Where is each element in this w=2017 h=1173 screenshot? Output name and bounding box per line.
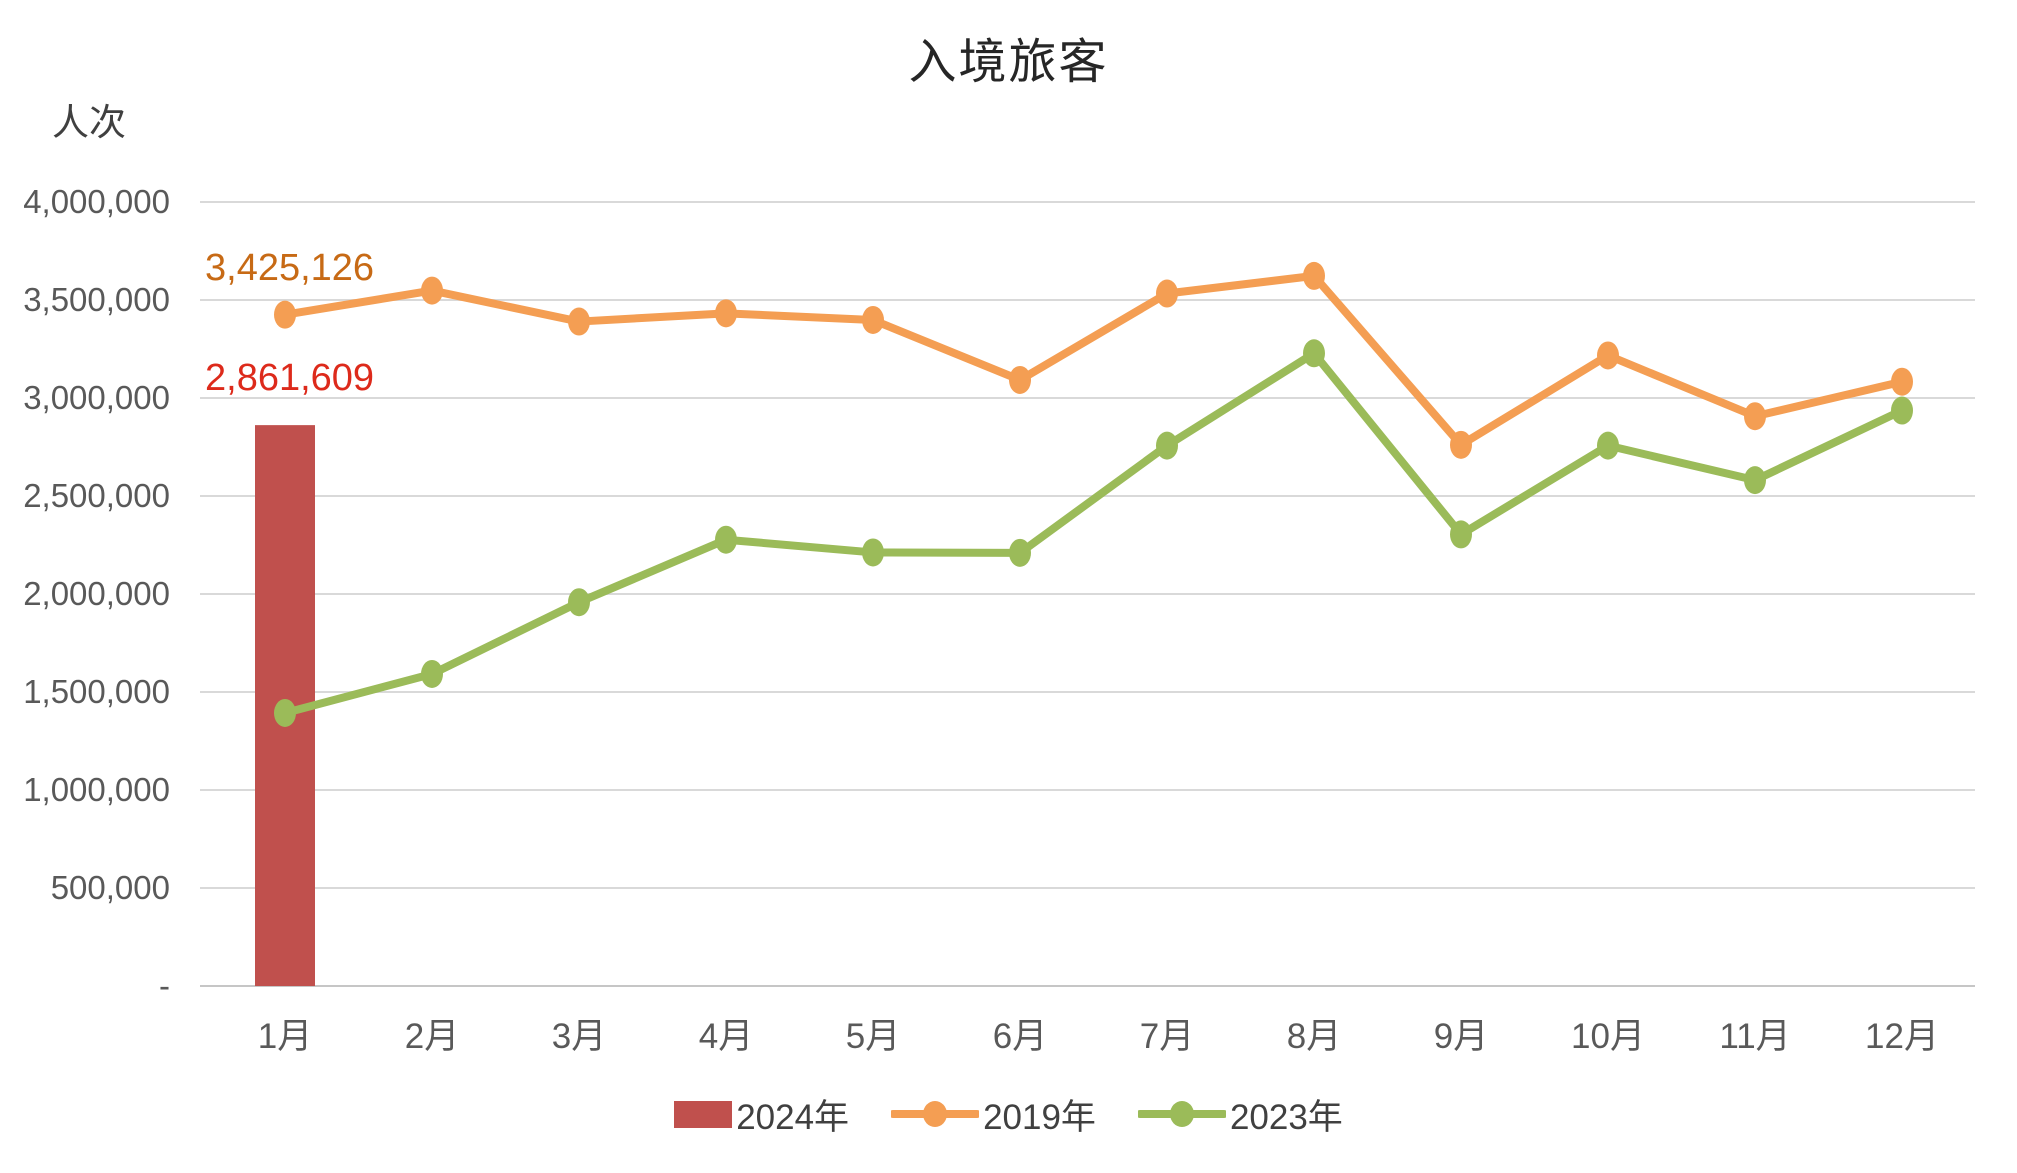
x-tick-label: 12月 bbox=[1865, 1017, 1939, 1056]
x-tick-label: 10月 bbox=[1571, 1017, 1645, 1056]
x-tick-label: 3月 bbox=[551, 1017, 607, 1056]
data-label-2024年: 2,861,609 bbox=[205, 357, 375, 400]
series-line-2023年 bbox=[281, 349, 1906, 717]
legend-label: 2019年 bbox=[983, 1097, 1096, 1137]
marker-2023年 bbox=[568, 588, 590, 617]
marker-2019年 bbox=[1303, 261, 1325, 290]
x-tick-label: 9月 bbox=[1433, 1017, 1489, 1056]
marker-2019年 bbox=[1744, 402, 1766, 431]
y-tick-label: 2,500,000 bbox=[23, 477, 170, 514]
marker-2019年 bbox=[1009, 365, 1031, 394]
y-axis-unit-label: 人次 bbox=[52, 102, 126, 143]
marker-2023年 bbox=[1450, 520, 1472, 549]
legend-item-2024年: 2024年 bbox=[674, 1089, 849, 1140]
chart-title: 入境旅客 bbox=[908, 36, 1109, 89]
y-tick-label: 500,000 bbox=[50, 869, 170, 906]
marker-2019年 bbox=[274, 300, 296, 329]
data-label-2019年: 3,425,126 bbox=[205, 246, 375, 289]
y-tick-label: 4,000,000 bbox=[23, 183, 170, 220]
marker-2019年 bbox=[1450, 430, 1472, 459]
y-tick-label: 1,500,000 bbox=[23, 673, 170, 710]
marker-2023年 bbox=[1597, 431, 1619, 460]
legend: 2024年 2019年 2023年 bbox=[0, 1086, 2017, 1142]
marker-2023年 bbox=[1744, 466, 1766, 495]
legend-label: 2023年 bbox=[1229, 1097, 1343, 1137]
marker-2019年 bbox=[1597, 341, 1619, 370]
legend-item-2019年: 2019年 bbox=[891, 1089, 1096, 1140]
y-tick-label: 2,000,000 bbox=[23, 575, 170, 612]
legend-item-2023年: 2023年 bbox=[1137, 1089, 1343, 1140]
marker-2023年 bbox=[274, 698, 296, 727]
marker-2019年 bbox=[1891, 367, 1913, 396]
legend-line-swatch-icon bbox=[1137, 1101, 1226, 1127]
y-tick-label: - bbox=[159, 967, 170, 1004]
x-tick-label: 4月 bbox=[698, 1017, 754, 1056]
x-tick-label: 11月 bbox=[1719, 1017, 1791, 1056]
x-tick-label: 8月 bbox=[1286, 1017, 1342, 1056]
x-tick-label: 1月 bbox=[257, 1017, 313, 1056]
marker-2023年 bbox=[421, 659, 443, 688]
series-line-2019年 bbox=[281, 271, 1906, 449]
x-tick-label: 2月 bbox=[404, 1017, 460, 1056]
marker-2019年 bbox=[862, 305, 884, 334]
marker-2023年 bbox=[715, 525, 737, 554]
legend-label: 2024年 bbox=[736, 1097, 850, 1137]
y-tick-label: 3,500,000 bbox=[23, 281, 170, 318]
legend-line-swatch-icon bbox=[891, 1101, 980, 1127]
x-tick-label: 7月 bbox=[1139, 1017, 1195, 1056]
marker-2023年 bbox=[1303, 339, 1325, 368]
y-tick-label: 1,000,000 bbox=[23, 771, 170, 808]
marker-2019年 bbox=[1156, 279, 1178, 308]
marker-2019年 bbox=[715, 299, 737, 328]
marker-2023年 bbox=[1009, 538, 1031, 567]
marker-2019年 bbox=[568, 307, 590, 336]
marker-2023年 bbox=[1891, 396, 1913, 425]
y-tick-label: 3,000,000 bbox=[23, 379, 170, 416]
x-tick-label: 6月 bbox=[992, 1017, 1048, 1056]
marker-2019年 bbox=[421, 276, 443, 305]
marker-2023年 bbox=[1156, 431, 1178, 460]
marker-2023年 bbox=[862, 538, 884, 567]
x-tick-label: 5月 bbox=[845, 1017, 901, 1056]
legend-bar-swatch-icon bbox=[674, 1100, 733, 1128]
